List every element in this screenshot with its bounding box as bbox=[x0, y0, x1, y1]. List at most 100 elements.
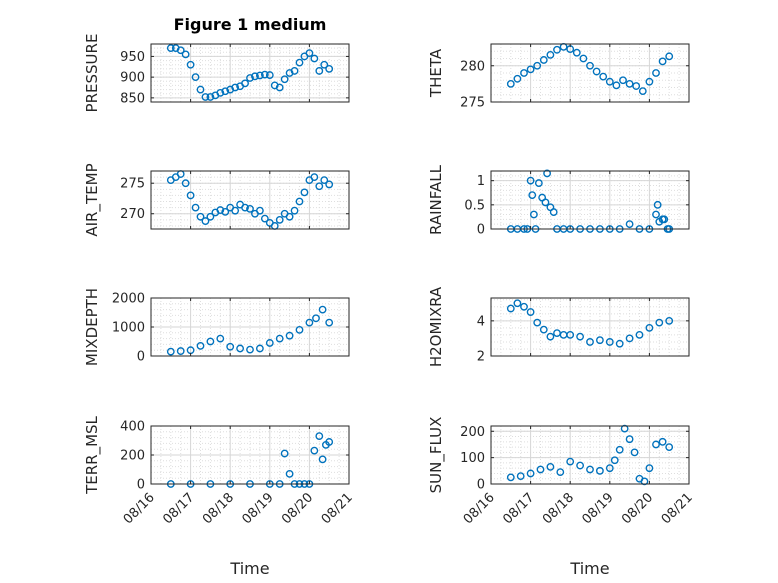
y-tick-label: 2000 bbox=[112, 292, 145, 307]
data-point bbox=[665, 52, 674, 61]
data-point bbox=[526, 176, 535, 185]
data-point bbox=[290, 206, 299, 215]
data-point bbox=[586, 338, 594, 346]
axes-box bbox=[490, 297, 690, 357]
data-point bbox=[566, 331, 575, 339]
y-tick-label: 400 bbox=[120, 420, 145, 435]
y-axis-label: RAINFALL bbox=[427, 164, 445, 235]
data-point bbox=[534, 179, 543, 187]
data-point bbox=[231, 83, 240, 92]
subplot-8: 0 100 200 SUN_FLUX 08/16 08/17 08/18 08/19 08/20… bbox=[427, 417, 696, 578]
subplot-4: 0 0.5 1 RAINFALL bbox=[427, 164, 690, 238]
data-point bbox=[181, 50, 190, 59]
data-point bbox=[615, 445, 624, 454]
data-point bbox=[513, 299, 522, 308]
y-tick-label: 100 bbox=[460, 451, 485, 466]
data-point bbox=[191, 73, 200, 82]
data-point bbox=[196, 85, 205, 94]
y-tick-label: 950 bbox=[120, 50, 145, 65]
data-point bbox=[612, 81, 621, 90]
data-point bbox=[176, 347, 185, 355]
data-point bbox=[325, 438, 334, 446]
data-point bbox=[655, 318, 664, 327]
y-tick-label: 280 bbox=[460, 59, 485, 74]
x-tick-label: 08/17 bbox=[500, 490, 537, 527]
x-tick-label: 08/16 bbox=[121, 490, 158, 527]
data-point bbox=[285, 331, 294, 340]
y-tick-label: 0 bbox=[137, 478, 145, 493]
data-point bbox=[285, 469, 294, 478]
data-point bbox=[620, 424, 629, 433]
y-tick-label: 275 bbox=[120, 177, 145, 192]
data-point bbox=[285, 212, 294, 221]
data-point bbox=[325, 64, 334, 73]
axes-box bbox=[150, 170, 350, 230]
data-point bbox=[310, 54, 319, 63]
data-point bbox=[280, 75, 289, 84]
data-point bbox=[312, 314, 320, 323]
subplot-5: 0 1000 2000 MIXDEPTH bbox=[83, 288, 350, 366]
data-point bbox=[255, 71, 264, 80]
data-point bbox=[201, 217, 210, 225]
data-point bbox=[638, 87, 647, 96]
data-point bbox=[318, 305, 327, 314]
data-point bbox=[315, 432, 324, 441]
data-point bbox=[536, 465, 545, 474]
data-point bbox=[625, 220, 634, 229]
data-point bbox=[539, 56, 548, 64]
data-point bbox=[526, 308, 535, 316]
chart-title: Figure 1 medium bbox=[174, 15, 327, 34]
subplot-6: 2 4 H2OMIXRA bbox=[427, 286, 690, 367]
x-tick-label: 08/20 bbox=[619, 490, 656, 527]
data-point bbox=[539, 325, 548, 334]
data-point bbox=[275, 83, 284, 92]
data-point bbox=[553, 45, 561, 54]
data-point bbox=[652, 210, 660, 219]
y-axis-label: TERR_MSL bbox=[83, 415, 102, 494]
data-point bbox=[251, 72, 259, 81]
data-point bbox=[645, 77, 654, 86]
data-point bbox=[236, 344, 245, 353]
data-point bbox=[201, 93, 210, 101]
data-point bbox=[652, 440, 660, 449]
data-point bbox=[533, 61, 542, 70]
data-point bbox=[305, 318, 314, 327]
y-tick-label: 1000 bbox=[112, 321, 145, 336]
data-point bbox=[526, 65, 535, 74]
data-point bbox=[295, 197, 304, 206]
y-tick-label: 1 bbox=[477, 174, 485, 189]
data-point bbox=[186, 60, 195, 69]
data-point bbox=[315, 67, 324, 75]
data-point bbox=[320, 60, 329, 69]
data-point bbox=[216, 206, 225, 214]
axes-background bbox=[491, 426, 689, 484]
data-point bbox=[290, 67, 299, 75]
data-point bbox=[645, 464, 654, 473]
data-point bbox=[630, 448, 639, 457]
data-point bbox=[610, 456, 619, 465]
data-point bbox=[506, 79, 515, 88]
data-point bbox=[241, 203, 249, 212]
axes-box bbox=[490, 43, 690, 103]
y-tick-label: 4 bbox=[477, 314, 485, 329]
data-point bbox=[166, 347, 175, 356]
y-axis-label: AIR_TEMP bbox=[83, 163, 102, 236]
data-point bbox=[599, 72, 608, 81]
data-point bbox=[660, 215, 669, 224]
data-point bbox=[221, 87, 230, 96]
data-point bbox=[506, 473, 515, 482]
data-point bbox=[265, 339, 274, 347]
data-point bbox=[300, 188, 309, 197]
y-tick-label: 0 bbox=[477, 478, 485, 493]
data-point bbox=[246, 74, 254, 82]
data-point bbox=[325, 180, 334, 189]
data-point bbox=[549, 208, 558, 216]
data-point bbox=[216, 334, 225, 343]
data-point bbox=[516, 472, 525, 480]
data-point bbox=[260, 70, 269, 79]
y-tick-label: 900 bbox=[120, 71, 145, 86]
data-point bbox=[665, 443, 674, 451]
data-point bbox=[196, 212, 205, 221]
subplot-1: 850 900 950 PRESSURE bbox=[83, 34, 350, 112]
